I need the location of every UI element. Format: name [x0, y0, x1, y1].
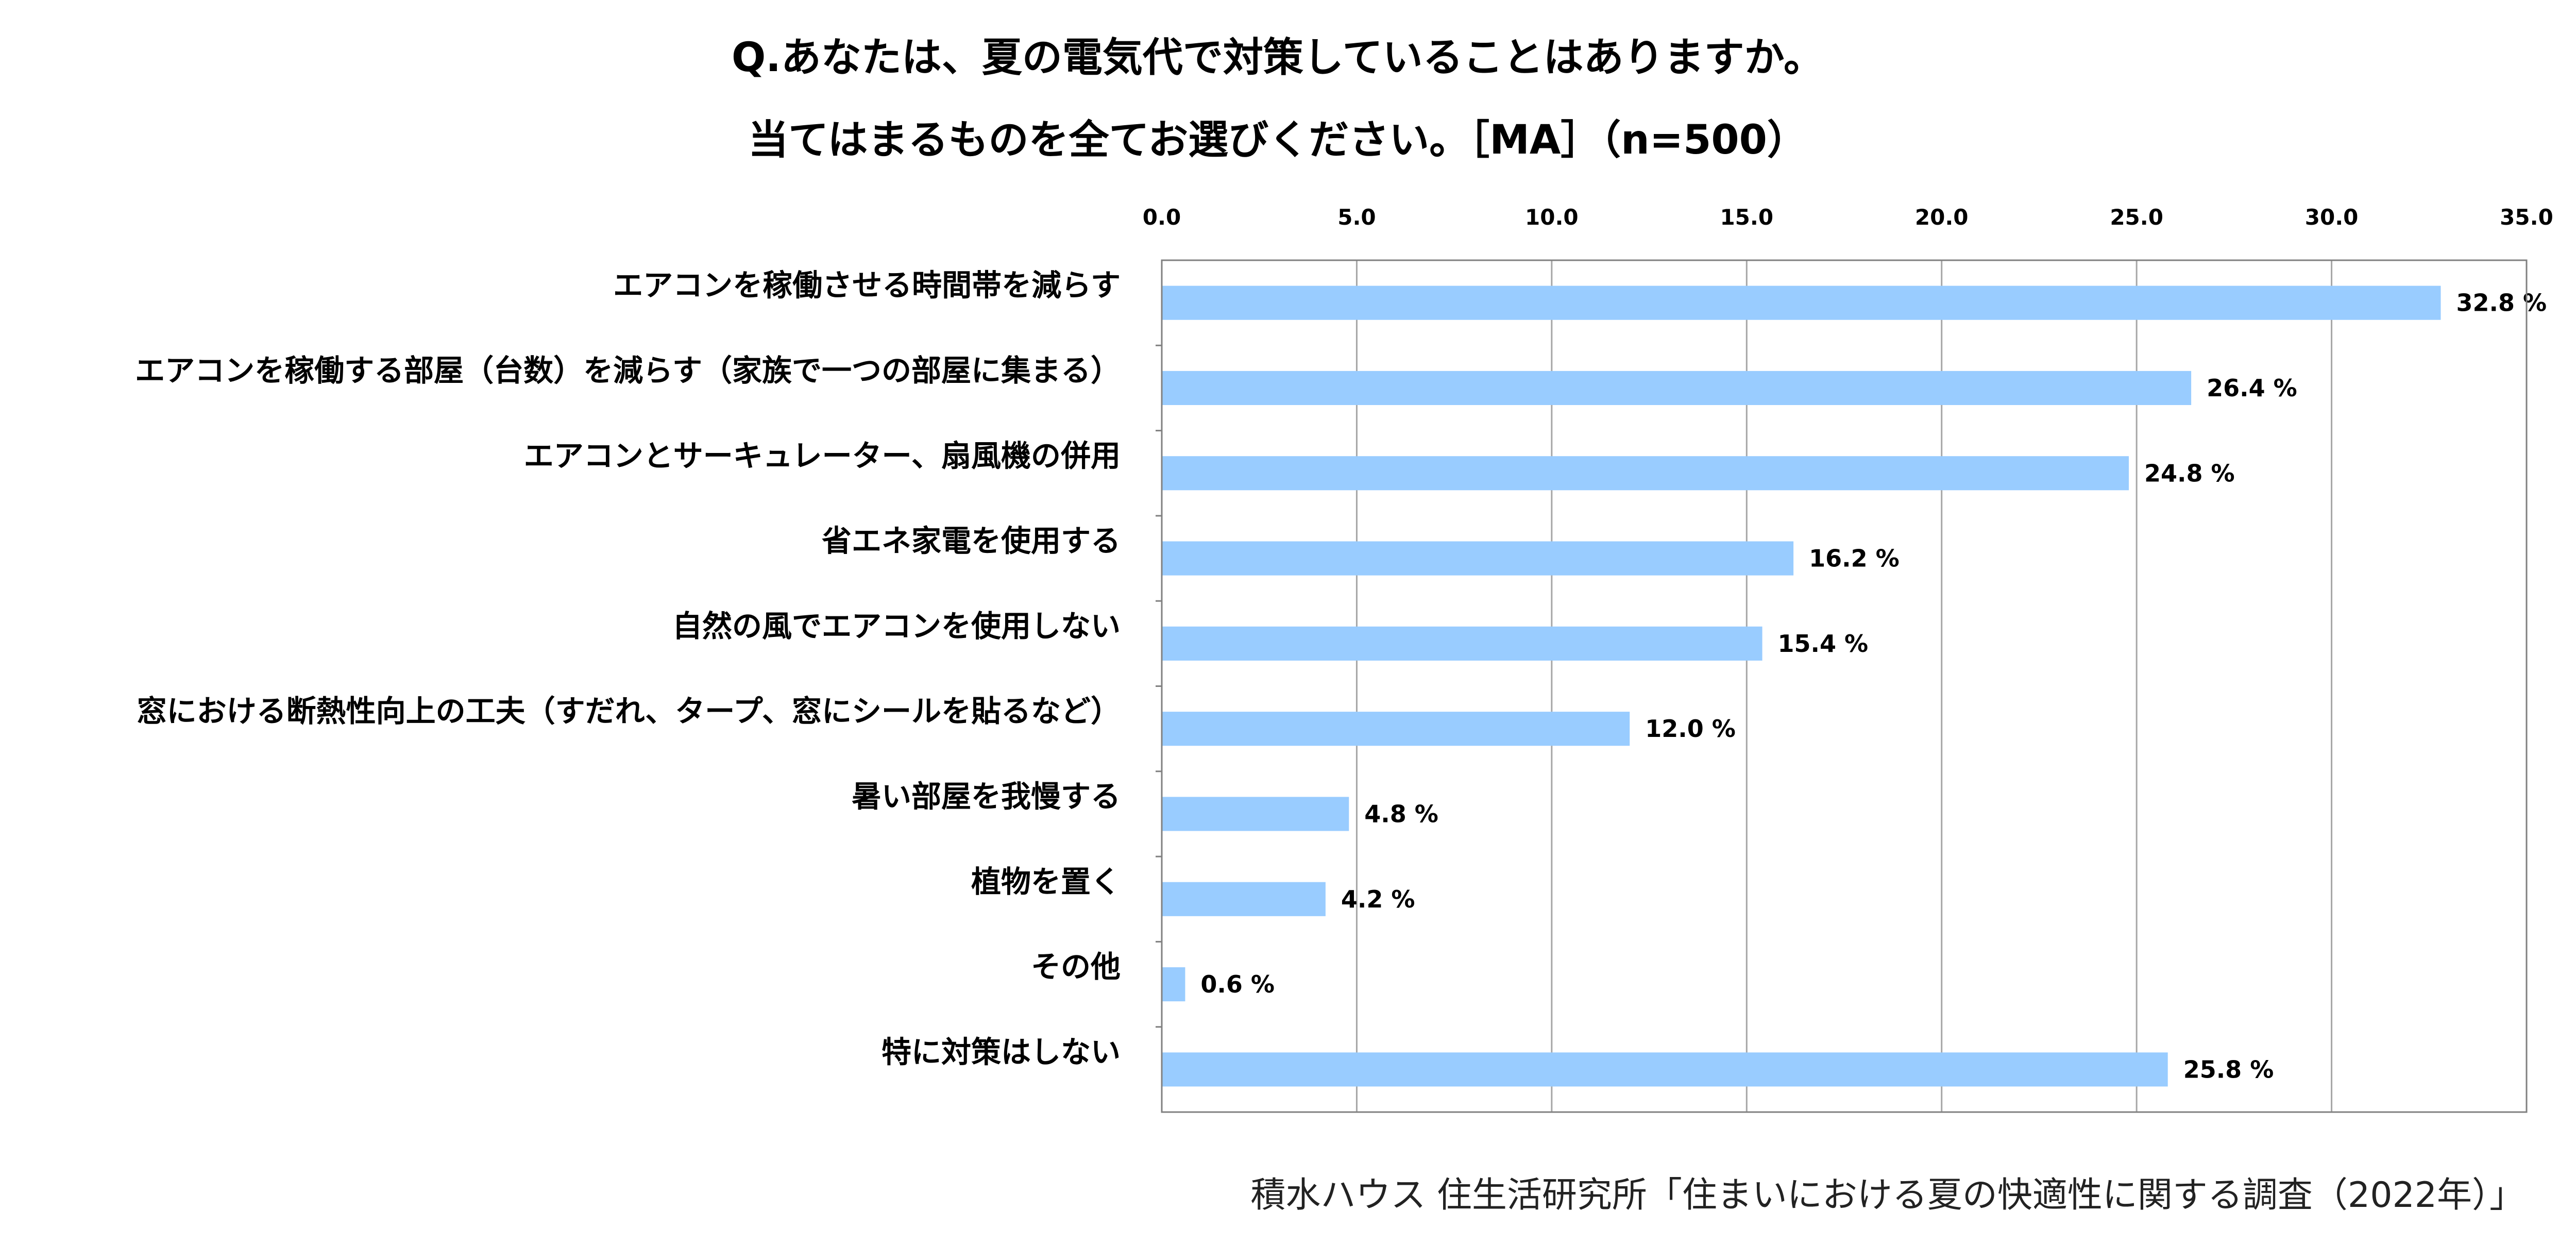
data-label: 4.8 % — [1364, 800, 1438, 828]
data-label: 26.4 % — [2207, 374, 2297, 402]
bar — [1162, 626, 1762, 661]
category-label: 特に対策はしない — [882, 1034, 1121, 1069]
plot-area-frame — [1161, 259, 2528, 1113]
category-label: 省エネ家電を使用する — [822, 524, 1121, 559]
x-tick-label: 30.0 — [2305, 205, 2359, 230]
source-credit: 積水ハウス 住生活研究所「住まいにおける夏の快適性に関する調査（2022年）」 — [1250, 1175, 2524, 1216]
x-tick-label: 20.0 — [1915, 205, 1969, 230]
data-label: 0.6 % — [1200, 970, 1275, 998]
bar — [1162, 285, 2441, 320]
category-label: その他 — [1031, 949, 1121, 984]
chart-title-line-2: 当てはまるものを全てお選びください。［MA］（n=500） — [748, 117, 1807, 163]
data-label: 25.8 % — [2183, 1055, 2274, 1083]
x-tick-label: 35.0 — [2500, 205, 2553, 230]
chart-title-line-1: Q.あなたは、夏の電気代で対策していることはありますか。 — [732, 35, 1824, 81]
data-label: 12.0 % — [1645, 715, 1736, 743]
x-tick-label: 25.0 — [2110, 205, 2163, 230]
data-label: 32.8 % — [2456, 289, 2547, 317]
category-label: 暑い部屋を我慢する — [852, 779, 1121, 814]
x-tick-label: 5.0 — [1337, 205, 1376, 230]
bar — [1162, 1052, 2168, 1087]
bar — [1162, 712, 1630, 746]
category-label: エアコンを稼働する部屋（台数）を減らす（家族で一つの部屋に集まる） — [135, 353, 1121, 388]
bars — [1162, 285, 2441, 1087]
data-label: 16.2 % — [1809, 545, 1900, 573]
x-tick-label: 10.0 — [1525, 205, 1579, 230]
bar — [1162, 882, 1326, 916]
x-tick-label: 0.0 — [1143, 205, 1181, 230]
bar — [1162, 371, 2192, 406]
category-label: 自然の風でエアコンを使用しない — [672, 609, 1121, 644]
bar — [1162, 541, 1794, 576]
data-label: 15.4 % — [1778, 630, 1869, 658]
category-label: 植物を置く — [971, 864, 1121, 899]
category-label: エアコンを稼働させる時間帯を減らす — [613, 268, 1121, 303]
data-label: 24.8 % — [2144, 459, 2235, 487]
category-label: エアコンとサーキュレーター、扇風機の併用 — [524, 438, 1121, 473]
data-label: 4.2 % — [1341, 885, 1415, 913]
data-labels: 32.8 % 26.4 % 24.8 % 16.2 % 15.4 % 12.0 % 4.8 … — [1200, 289, 2547, 1084]
category-labels: エアコンを稼働させる時間帯を減らすエアコンを稼働する部屋（台数）を減らす（家族で… — [135, 268, 1121, 1070]
x-tick-label: 15.0 — [1720, 205, 1773, 230]
bar — [1162, 456, 2129, 491]
x-axis-ticks: 0.0 5.0 10.0 15.0 20.0 25.0 30.0 35.0 — [1143, 205, 2553, 1028]
category-label: 窓における断熱性向上の工夫（すだれ、タープ、窓にシールを貼るなど） — [137, 694, 1121, 729]
bar — [1162, 967, 1185, 1002]
bar — [1162, 797, 1349, 831]
